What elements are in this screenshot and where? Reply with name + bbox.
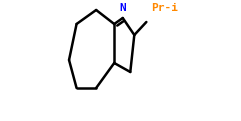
Text: N: N	[119, 3, 126, 13]
Text: Pr-i: Pr-i	[151, 3, 178, 13]
